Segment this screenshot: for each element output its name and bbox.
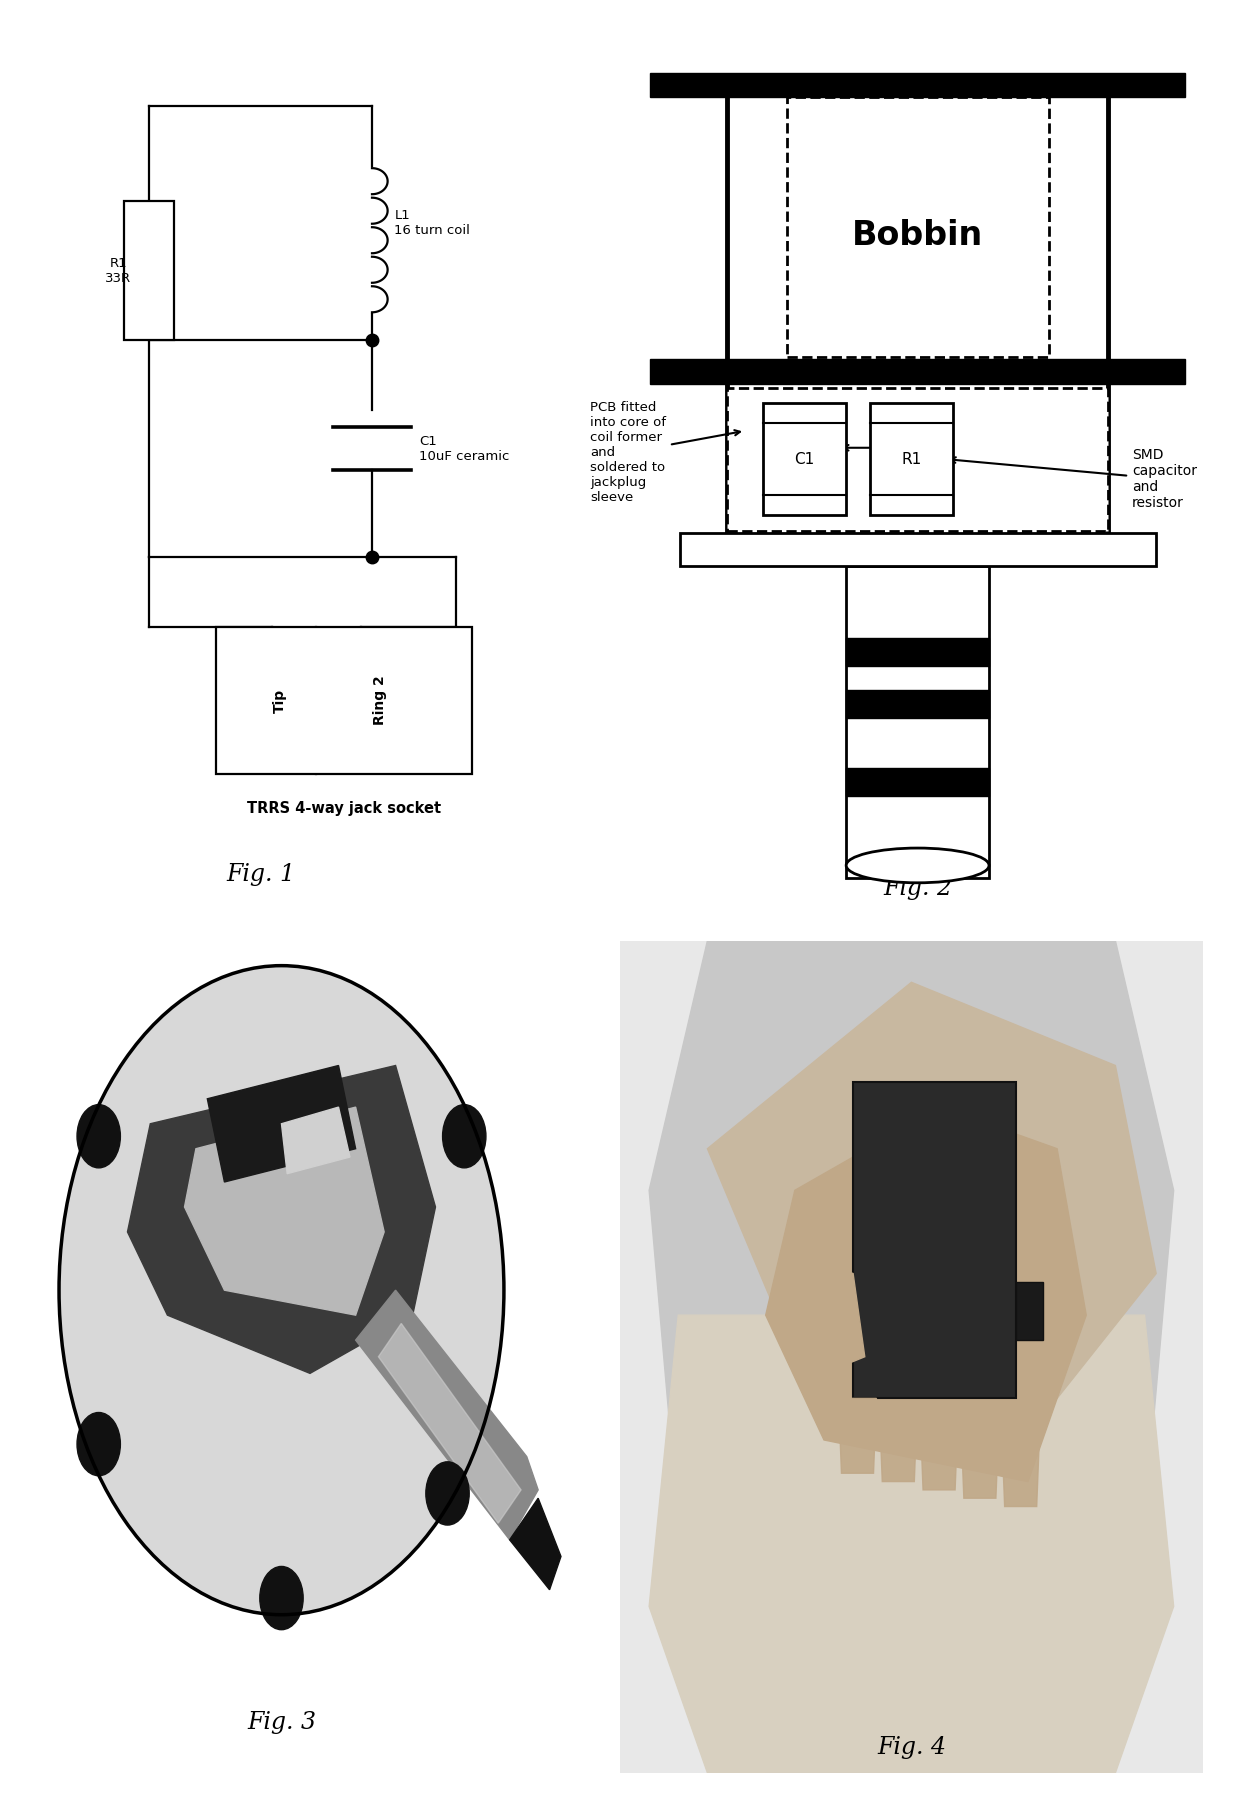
Text: Fig. 1: Fig. 1 bbox=[226, 863, 295, 886]
Circle shape bbox=[425, 1462, 469, 1525]
Polygon shape bbox=[650, 941, 1173, 1773]
Polygon shape bbox=[766, 1107, 1086, 1482]
Text: C1
10uF ceramic: C1 10uF ceramic bbox=[419, 434, 510, 463]
Circle shape bbox=[443, 1105, 486, 1169]
Bar bbox=[680, 534, 1156, 566]
Text: Ring 2: Ring 2 bbox=[373, 675, 387, 725]
Polygon shape bbox=[838, 1398, 877, 1473]
Polygon shape bbox=[281, 1107, 350, 1174]
Text: Bobbin: Bobbin bbox=[852, 219, 983, 253]
Ellipse shape bbox=[846, 848, 990, 883]
Circle shape bbox=[77, 1105, 120, 1169]
Text: R1
33R: R1 33R bbox=[105, 257, 131, 284]
Bar bbox=[786, 98, 1049, 358]
Polygon shape bbox=[378, 1324, 521, 1523]
Text: C1: C1 bbox=[795, 452, 815, 467]
Text: TRRS 4-way jack socket: TRRS 4-way jack socket bbox=[247, 801, 441, 816]
Text: PCB fitted
into core of
coil former
and
soldered to
jackplug
sleeve: PCB fitted into core of coil former and … bbox=[590, 402, 740, 505]
Bar bbox=[1017, 1283, 1043, 1340]
Polygon shape bbox=[185, 1107, 384, 1315]
Bar bbox=[846, 639, 990, 666]
Polygon shape bbox=[1002, 1431, 1039, 1507]
Polygon shape bbox=[961, 1424, 999, 1498]
Text: Fig. 4: Fig. 4 bbox=[877, 1737, 946, 1760]
Polygon shape bbox=[510, 1498, 560, 1590]
Bar bbox=[853, 1082, 1017, 1398]
Circle shape bbox=[60, 966, 503, 1615]
Circle shape bbox=[260, 1567, 303, 1630]
Bar bbox=[124, 201, 174, 340]
Polygon shape bbox=[795, 1257, 864, 1373]
Bar bbox=[650, 72, 1185, 98]
Text: Fig. 2: Fig. 2 bbox=[883, 877, 952, 901]
Bar bbox=[846, 769, 990, 796]
Bar bbox=[763, 403, 846, 516]
Bar bbox=[846, 566, 990, 879]
Text: R1: R1 bbox=[901, 452, 921, 467]
Polygon shape bbox=[207, 1066, 356, 1181]
Bar bbox=[216, 626, 472, 774]
Text: L1
16 turn coil: L1 16 turn coil bbox=[394, 208, 470, 237]
Polygon shape bbox=[920, 1415, 959, 1491]
Bar bbox=[870, 403, 954, 516]
Text: Tip: Tip bbox=[273, 689, 286, 713]
Bar bbox=[650, 360, 1185, 384]
Polygon shape bbox=[128, 1066, 435, 1373]
Text: Fig. 3: Fig. 3 bbox=[247, 1711, 316, 1735]
Text: SMD
capacitor
and
resistor: SMD capacitor and resistor bbox=[950, 447, 1197, 510]
Bar bbox=[846, 689, 990, 718]
Polygon shape bbox=[650, 1315, 1173, 1773]
Polygon shape bbox=[707, 982, 1156, 1398]
Polygon shape bbox=[879, 1407, 918, 1482]
Bar bbox=[727, 387, 1109, 532]
Circle shape bbox=[77, 1413, 120, 1476]
Polygon shape bbox=[356, 1290, 538, 1539]
